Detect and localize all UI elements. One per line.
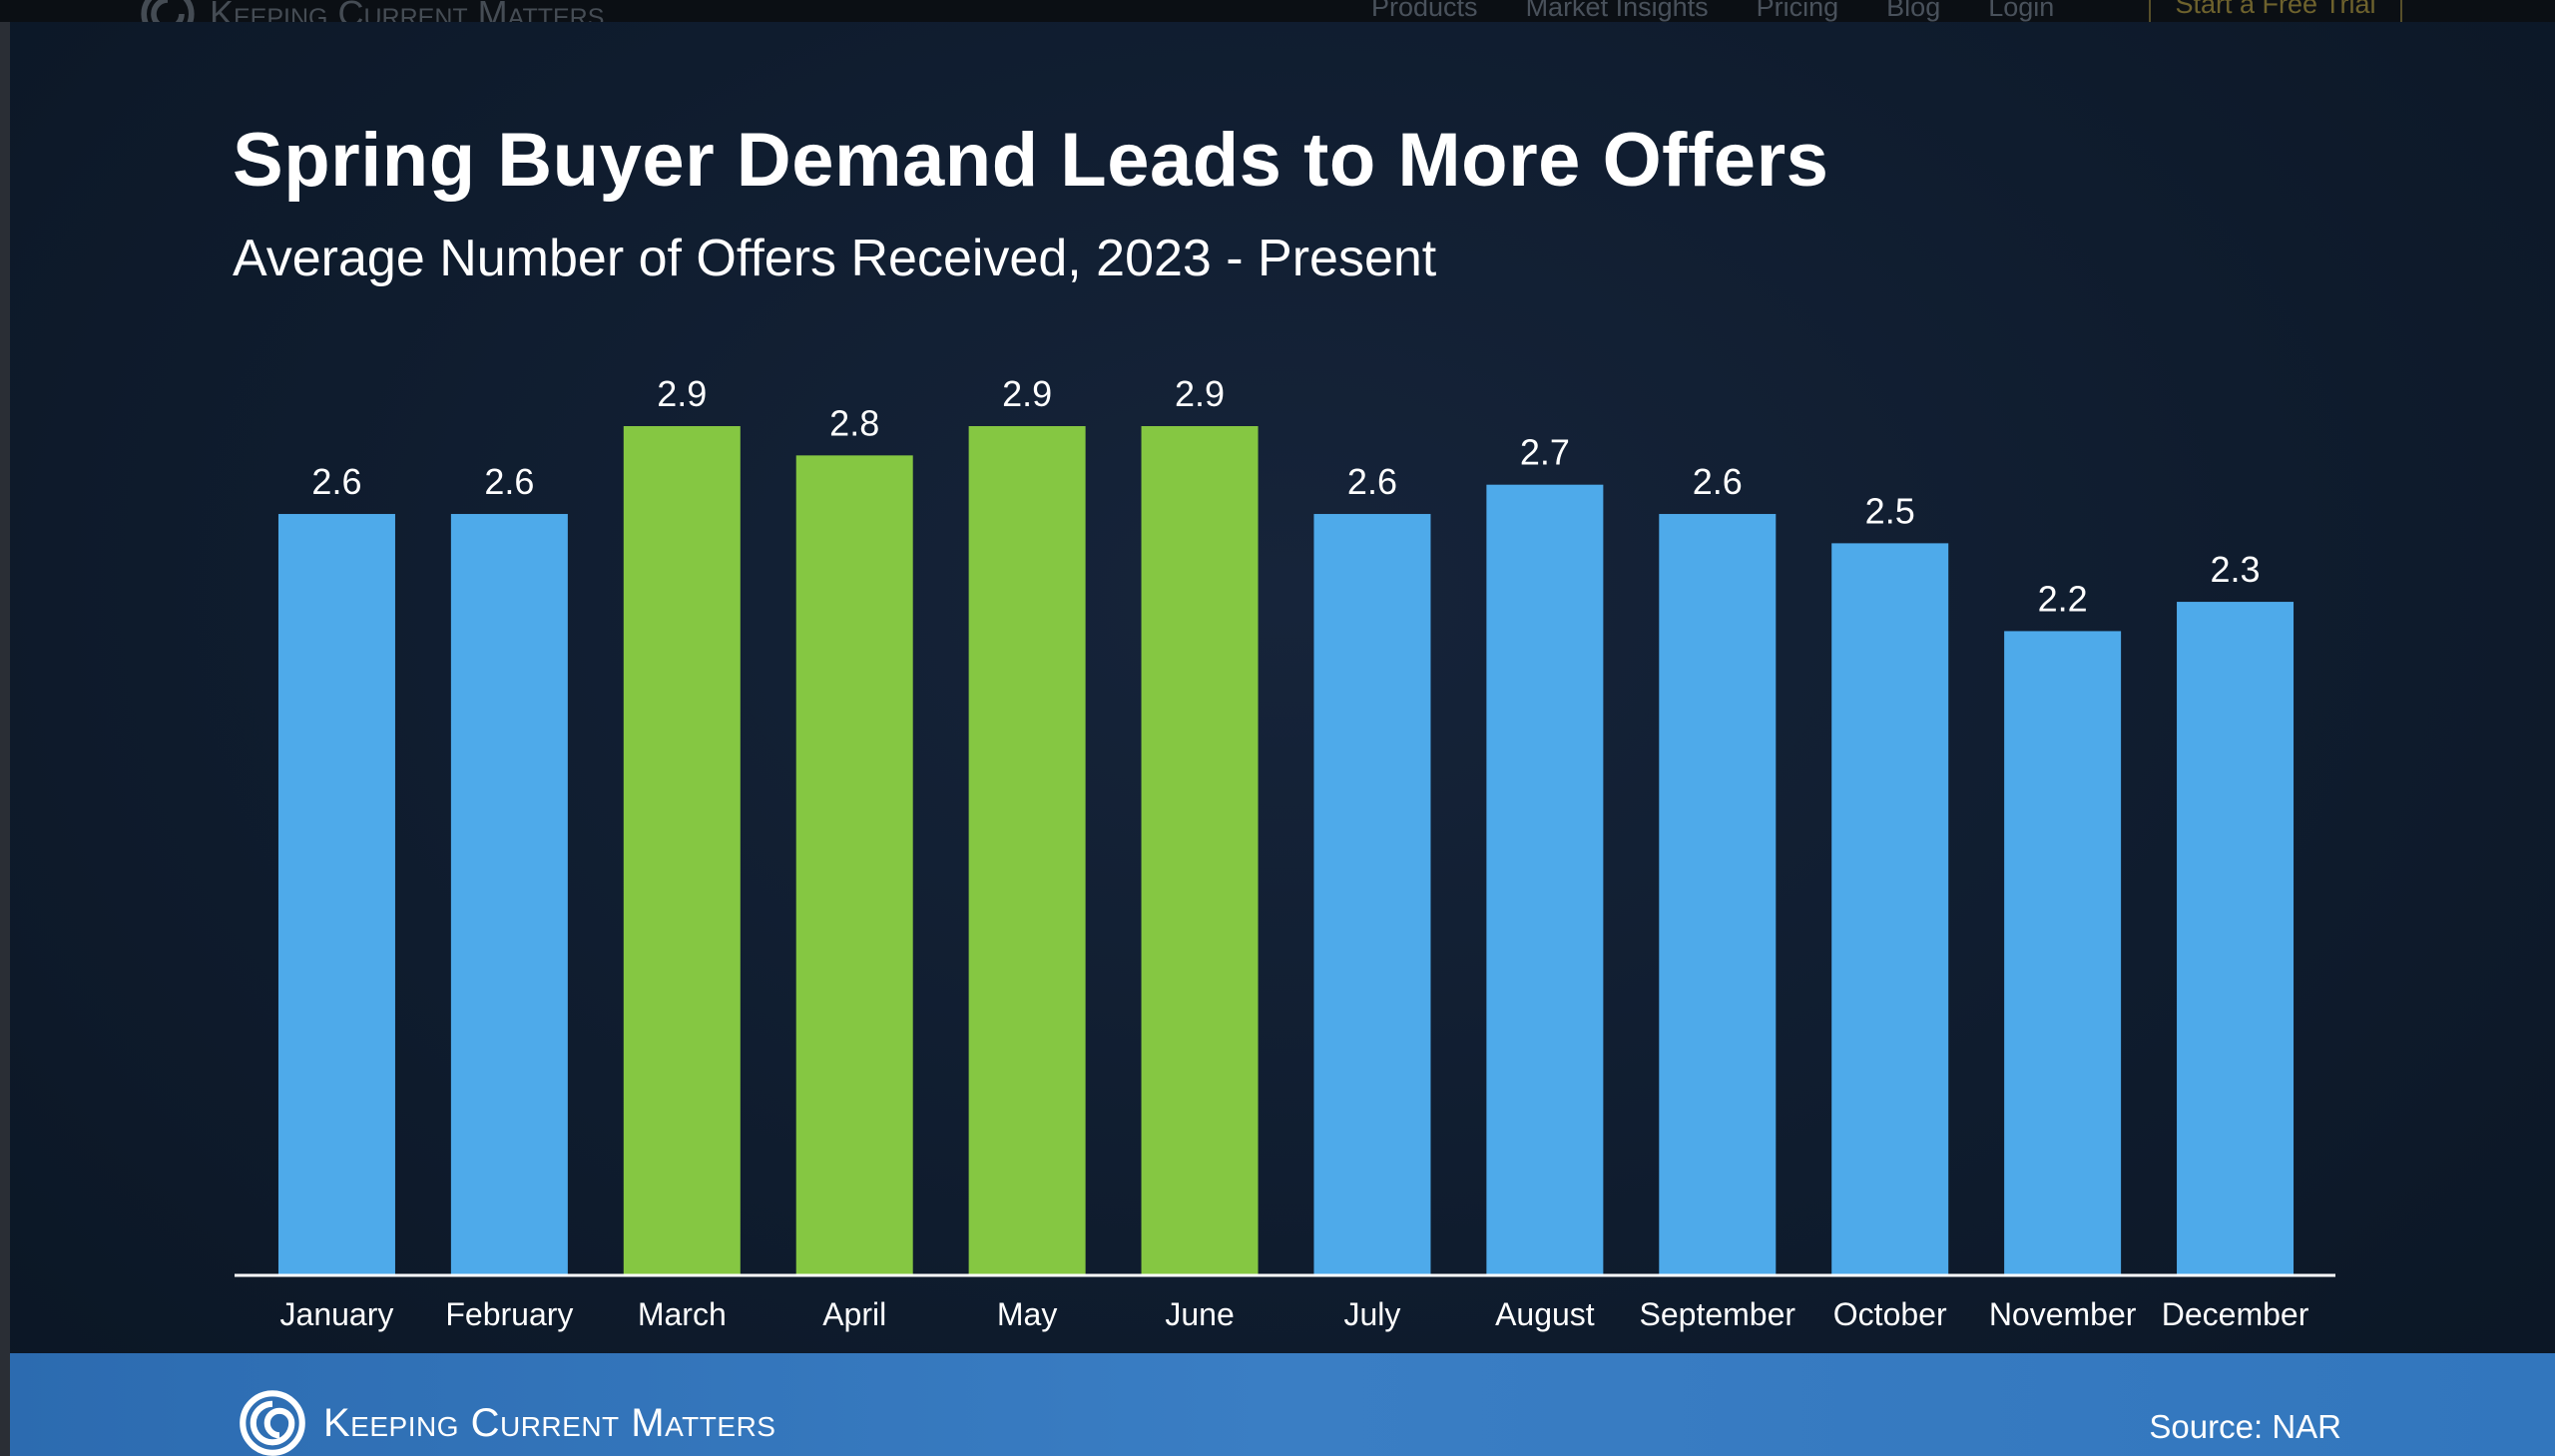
data-label-november: 2.2 <box>2038 578 2088 619</box>
x-tick-label-may: May <box>997 1296 1057 1332</box>
nav-links: Products Market Insights Pricing Blog Lo… <box>1371 0 2054 22</box>
x-tick-label-june: June <box>1165 1296 1234 1332</box>
start-free-trial-button[interactable]: Start a Free Trial <box>2149 0 2402 22</box>
nav-brand-logo[interactable]: Keeping Current Matters <box>140 0 604 22</box>
top-navbar: Keeping Current Matters Products Market … <box>0 0 2555 22</box>
x-tick-label-february: February <box>445 1296 573 1332</box>
chart-title: Spring Buyer Demand Leads to More Offers <box>233 118 1829 203</box>
data-label-january: 2.6 <box>311 461 361 502</box>
bar-may <box>968 426 1086 1275</box>
chart-subtitle: Average Number of Offers Received, 2023 … <box>233 230 1437 287</box>
bar-april <box>795 455 913 1275</box>
x-tick-label-november: November <box>1989 1296 2137 1332</box>
nav-link-login[interactable]: Login <box>1988 0 2055 22</box>
nav-link-market-insights[interactable]: Market Insights <box>1525 0 1709 22</box>
bar-october <box>1831 543 1949 1275</box>
bar-august <box>1486 484 1604 1275</box>
bar-november <box>2004 631 2122 1275</box>
bar-march <box>623 426 741 1275</box>
x-tick-label-april: April <box>822 1296 886 1332</box>
footer-brand-text: Keeping Current Matters <box>323 1400 776 1445</box>
chart-slide: Spring Buyer Demand Leads to More Offers… <box>10 22 2555 1456</box>
nav-link-blog[interactable]: Blog <box>1886 0 1941 22</box>
x-tick-label-december: December <box>2162 1296 2309 1332</box>
x-tick-label-march: March <box>638 1296 727 1332</box>
data-label-october: 2.5 <box>1865 490 1915 531</box>
bar-chart: 2.6 January 2.6 February 2.9 March 2.8 April 2.9… <box>235 373 2335 1332</box>
data-label-august: 2.7 <box>1520 432 1570 473</box>
footer-brand-logo: Keeping Current Matters <box>238 1388 775 1456</box>
data-label-march: 2.9 <box>657 373 707 414</box>
bar-december <box>2177 602 2295 1275</box>
data-label-february: 2.6 <box>484 461 534 502</box>
nav-link-products[interactable]: Products <box>1371 0 1478 22</box>
data-label-september: 2.6 <box>1693 461 1743 502</box>
x-tick-label-january: January <box>280 1296 394 1332</box>
bar-january <box>277 514 395 1275</box>
nav-brand-text: Keeping Current Matters <box>210 0 605 22</box>
x-tick-label-october: October <box>1833 1296 1947 1332</box>
bar-september <box>1659 514 1777 1275</box>
bar-july <box>1313 514 1431 1275</box>
swirl-logo-icon <box>240 1390 305 1456</box>
source-note: Source: NAR <box>2149 1408 2341 1445</box>
data-label-june: 2.9 <box>1175 373 1225 414</box>
nav-link-pricing[interactable]: Pricing <box>1756 0 1839 22</box>
x-tick-label-july: July <box>1344 1296 1401 1332</box>
x-tick-label-september: September <box>1640 1296 1796 1332</box>
data-label-december: 2.3 <box>2211 549 2261 590</box>
swirl-logo-icon <box>141 0 195 22</box>
data-label-may: 2.9 <box>1002 373 1052 414</box>
x-tick-label-august: August <box>1495 1296 1595 1332</box>
data-label-july: 2.6 <box>1347 461 1397 502</box>
data-label-april: 2.8 <box>829 402 879 443</box>
bar-june <box>1141 426 1259 1275</box>
footer-bar: Keeping Current Matters Source: NAR <box>10 1353 2555 1456</box>
bar-february <box>450 514 568 1275</box>
